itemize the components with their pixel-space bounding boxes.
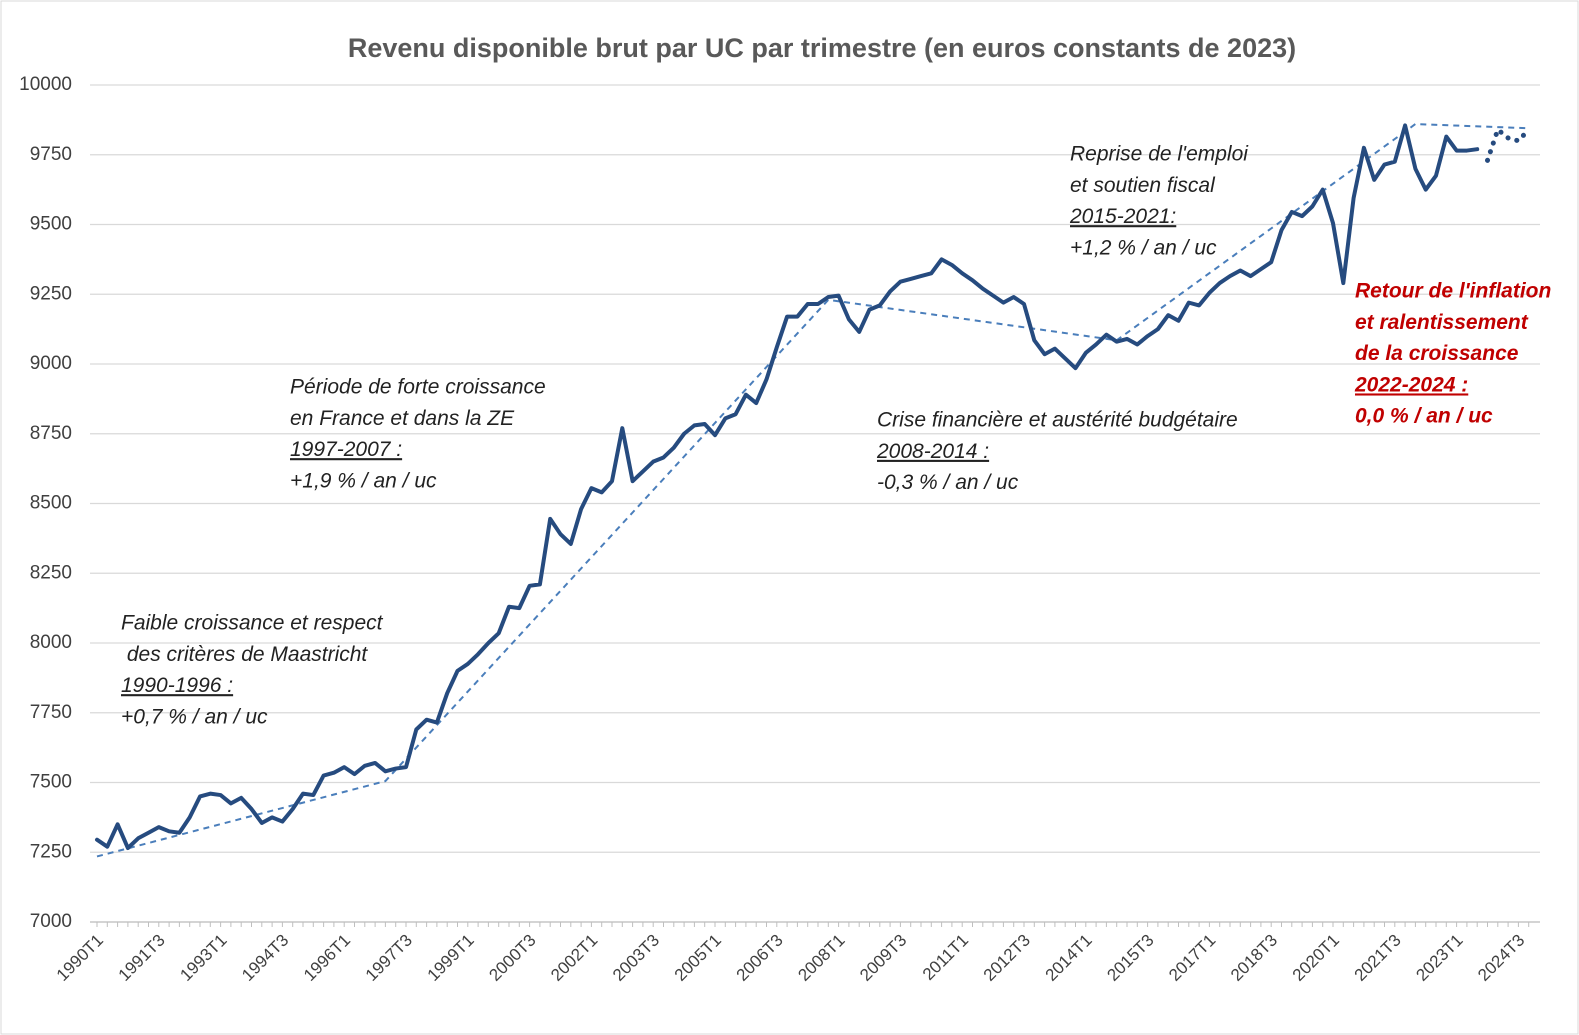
y-tick-label: 7750: [30, 702, 72, 723]
y-tick-label: 7250: [30, 841, 72, 862]
y-tick-label: 7000: [30, 911, 72, 932]
annotation: des critères de Maastricht: [121, 643, 368, 666]
annotation: et ralentissement: [1355, 311, 1529, 334]
data-line: [95, 123, 1480, 851]
annotation: +1,9 % / an / uc: [290, 469, 437, 492]
chart-title: Revenu disponible brut par UC par trimes…: [348, 33, 1296, 63]
annotation: de la croissance: [1355, 342, 1519, 365]
y-tick-label: 7500: [30, 772, 72, 793]
annotation: et soutien fiscal: [1070, 174, 1216, 197]
forecast-line: [1485, 127, 1532, 163]
y-tick-label: 8000: [30, 632, 72, 653]
annotation: 1997-2007 :: [290, 438, 402, 461]
annotation: -0,3 % / an / uc: [877, 471, 1019, 494]
y-tick-label: 8250: [30, 562, 72, 583]
annotation: Faible croissance et respect: [121, 612, 384, 635]
y-tick-label: 9750: [30, 144, 72, 165]
annotation: 0,0 % / an / uc: [1355, 405, 1493, 428]
annotation: 2022-2024 :: [1354, 373, 1468, 396]
annotation: 1990-1996 :: [121, 674, 233, 697]
annotation: 2015-2021:: [1069, 205, 1176, 228]
annotation: +1,2 % / an / uc: [1070, 236, 1217, 259]
y-tick-label: 9000: [30, 353, 72, 374]
annotation: +0,7 % / an / uc: [121, 705, 268, 728]
y-tick-label: 8500: [30, 493, 72, 514]
y-tick-label: 10000: [19, 74, 72, 95]
annotation: 2008-2014 :: [876, 440, 989, 463]
trend-line: [96, 123, 1529, 858]
annotation: Crise financière et austérité budgétaire: [877, 409, 1238, 432]
annotation: Retour de l'inflation: [1355, 280, 1551, 303]
y-tick-label: 8750: [30, 423, 72, 444]
y-tick-label: 9250: [30, 283, 72, 304]
annotation: en France et dans la ZE: [290, 407, 515, 430]
y-tick-label: 9500: [30, 214, 72, 235]
annotation: Reprise de l'emploi: [1070, 143, 1249, 166]
annotation: Période de forte croissance: [290, 376, 546, 399]
